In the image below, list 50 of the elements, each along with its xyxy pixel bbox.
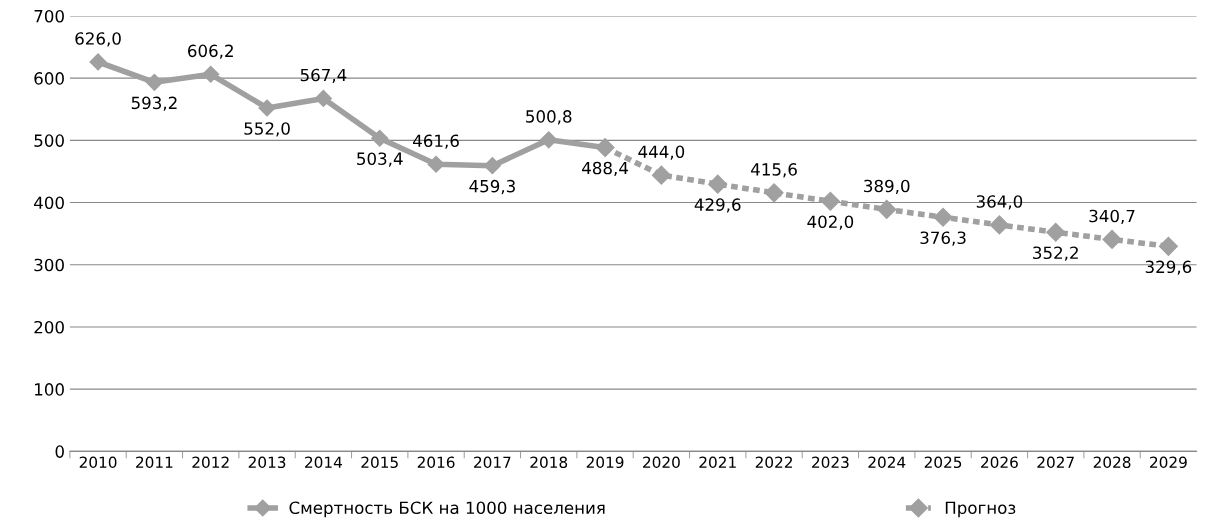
x-tick-label: 2018: [530, 456, 568, 469]
y-tick-label: 600: [34, 72, 64, 85]
data-label: 364,0: [976, 195, 1023, 210]
data-label: 500,8: [526, 110, 572, 125]
x-tick-label: 2014: [305, 456, 342, 469]
data-label: 376,3: [920, 231, 966, 246]
data-label: 488,4: [582, 161, 628, 177]
legend-label: Прогноз: [945, 501, 1016, 518]
x-tick-label: 2013: [248, 456, 286, 469]
x-tick-label: 2023: [812, 456, 849, 469]
x-tick-label: 2028: [1093, 456, 1131, 469]
x-tick-label: 2025: [924, 456, 962, 469]
data-label: 567,4: [300, 68, 347, 83]
data-label: 352,2: [1033, 246, 1078, 261]
data-label: 329,6: [1145, 260, 1192, 275]
x-tick-label: 2011: [136, 456, 173, 469]
x-tick-label: 2020: [643, 456, 680, 469]
x-tick-label: 2029: [1150, 456, 1187, 469]
x-tick-label: 2010: [79, 456, 117, 469]
data-label: 626,0: [75, 32, 121, 47]
x-tick-label: 2012: [192, 456, 229, 469]
x-tick-label: 2027: [1037, 456, 1074, 469]
y-tick-label: 300: [34, 258, 64, 272]
x-tick-label: 2019: [586, 456, 624, 469]
data-label: 606,2: [188, 44, 233, 59]
y-tick-label: 400: [34, 196, 64, 210]
y-tick-label: 500: [34, 134, 64, 147]
data-label: 461,6: [413, 134, 459, 149]
x-tick-label: 2016: [417, 456, 455, 469]
x-tick-label: 2024: [868, 456, 906, 469]
data-label: 402,0: [807, 215, 854, 230]
data-label: 444,0: [638, 145, 685, 160]
x-tick-label: 2015: [361, 456, 398, 469]
x-tick-label: 2022: [755, 456, 792, 469]
y-tick-label: 100: [35, 383, 64, 396]
x-tick-label: 2017: [474, 456, 511, 469]
y-tick-label: 200: [34, 320, 64, 334]
data-label: 459,3: [469, 179, 515, 195]
data-label: 552,0: [244, 122, 290, 137]
data-label: 415,6: [751, 163, 797, 178]
data-label: 429,6: [694, 198, 741, 213]
y-tick-label: 700: [34, 9, 64, 23]
x-tick-label: 2026: [981, 456, 1018, 469]
y-tick-label: 0: [55, 445, 64, 458]
data-label: 593,2: [131, 96, 177, 111]
x-tick-label: 2021: [699, 456, 736, 469]
legend-label: Смертность БСК на 1000 населения: [289, 501, 605, 518]
data-label: 340,7: [1089, 209, 1135, 225]
data-label: 503,4: [357, 152, 403, 167]
data-label: 389,0: [864, 179, 910, 194]
